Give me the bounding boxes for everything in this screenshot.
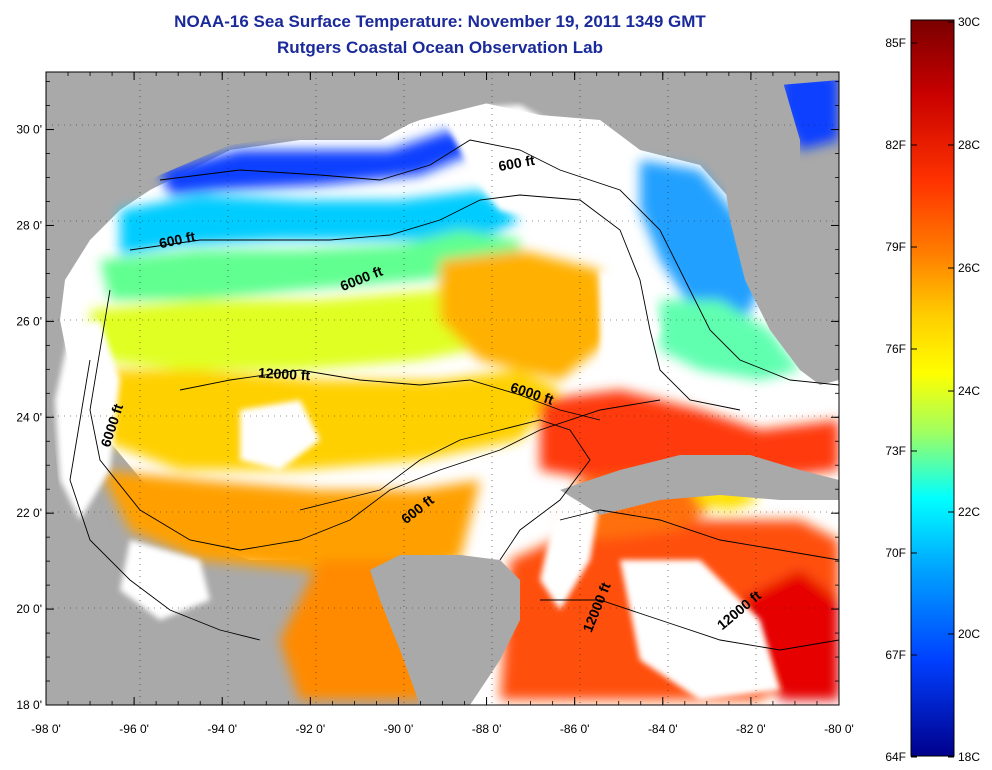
depth-contours [69,139,840,651]
northern-coast-land [46,72,839,470]
florida-land [720,72,839,385]
colorbar-f-label: 73F [885,444,906,458]
contour-label: 600 ft [497,152,536,174]
colorbar-f-label: 64F [885,750,906,764]
colorbar-c-label: 18C [958,750,980,764]
colorbar-c-label: 20C [958,627,980,641]
x-axis-ticks: -98 0' -96 0' -94 0' -92 0' -90 0' -88 0' -86 … [31,72,854,736]
colorbar [910,19,955,757]
y-axis-ticks: 30 0' 28 0' 26 0' 24 0' 22 0' 20 0' 18 0' [16,81,839,712]
x-tick-label: -98 0' [31,722,61,736]
colorbar-f-label: 67F [885,648,906,662]
x-tick-label: -80 0' [824,722,854,736]
colorbar-c-label: 24C [958,384,980,398]
y-tick-label: 20 0' [16,602,42,616]
y-tick-label: 28 0' [16,218,42,232]
x-tick-label: -94 0' [207,722,237,736]
y-tick-label: 26 0' [16,314,42,328]
contour-label: 600 ft [158,228,197,251]
mexico-coast-land [46,420,240,705]
x-tick-label: -82 0' [736,722,766,736]
colorbar-f-label: 70F [885,546,906,560]
x-tick-label: -88 0' [472,722,502,736]
map-subtitle: Rutgers Coastal Ocean Observation Lab [277,38,603,57]
colorbar-c-label: 28C [958,138,980,152]
cloud-cover [55,105,780,700]
y-tick-label: 18 0' [16,698,42,712]
colorbar-f-label: 76F [885,342,906,356]
y-tick-label: 24 0' [16,410,42,424]
x-tick-label: -84 0' [648,722,678,736]
x-tick-label: -96 0' [119,722,149,736]
y-tick-label: 30 0' [16,123,42,137]
x-tick-label: -86 0' [560,722,590,736]
colorbar-f-label: 79F [885,240,906,254]
x-tick-label: -92 0' [296,722,326,736]
contour-label: 12000 ft [258,365,311,384]
colorbar-c-label: 26C [958,261,980,275]
yucatan-land [370,555,520,705]
colorbar-f-label: 82F [885,138,906,152]
colorbar-labels: 85F 82F 79F 76F 73F 70F 67F 64F 30C 28C 26C 24C 22C 2… [885,15,980,764]
y-tick-label: 22 0' [16,506,42,520]
map-title: NOAA-16 Sea Surface Temperature: Novembe… [174,12,706,31]
cuba-land [560,455,839,515]
x-tick-label: -90 0' [384,722,414,736]
colorbar-c-label: 30C [958,15,980,29]
graticule [46,72,839,705]
colorbar-c-label: 22C [958,505,980,519]
colorbar-f-label: 85F [885,36,906,50]
